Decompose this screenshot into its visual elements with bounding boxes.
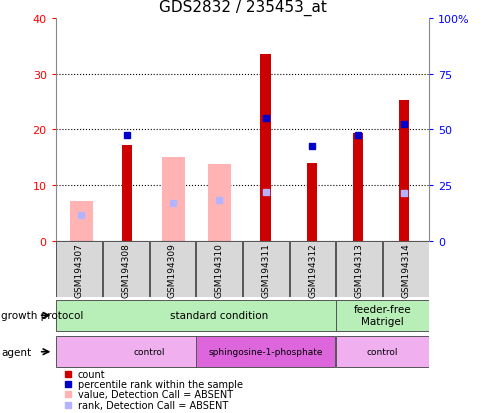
Bar bbox=[260, 55, 270, 242]
Title: GDS2832 / 235453_at: GDS2832 / 235453_at bbox=[158, 0, 326, 16]
Bar bbox=[56, 242, 102, 297]
Text: standard condition: standard condition bbox=[170, 311, 268, 320]
Bar bbox=[398, 101, 408, 242]
Text: GSM194314: GSM194314 bbox=[401, 242, 409, 297]
Text: growth protocol: growth protocol bbox=[1, 311, 84, 320]
Bar bbox=[196, 336, 335, 367]
Text: control: control bbox=[366, 347, 397, 356]
Bar bbox=[306, 164, 316, 242]
Text: GSM194312: GSM194312 bbox=[307, 242, 317, 297]
Bar bbox=[196, 242, 242, 297]
Text: feeder-free
Matrigel: feeder-free Matrigel bbox=[353, 305, 410, 326]
Bar bbox=[382, 242, 428, 297]
Bar bbox=[242, 242, 288, 297]
Bar bbox=[56, 300, 381, 331]
Text: control: control bbox=[133, 347, 165, 356]
Bar bbox=[335, 242, 381, 297]
Bar bbox=[208, 165, 230, 242]
Bar bbox=[335, 336, 428, 367]
Bar bbox=[149, 242, 195, 297]
Text: GSM194311: GSM194311 bbox=[261, 242, 270, 297]
Text: GSM194313: GSM194313 bbox=[354, 242, 363, 297]
Text: agent: agent bbox=[1, 347, 31, 357]
Text: value, Detection Call = ABSENT: value, Detection Call = ABSENT bbox=[77, 389, 232, 399]
Text: percentile rank within the sample: percentile rank within the sample bbox=[77, 379, 242, 389]
Text: sphingosine-1-phosphate: sphingosine-1-phosphate bbox=[208, 347, 322, 356]
Text: rank, Detection Call = ABSENT: rank, Detection Call = ABSENT bbox=[77, 400, 227, 410]
Text: count: count bbox=[77, 369, 105, 379]
Bar bbox=[56, 336, 242, 367]
Text: GSM194309: GSM194309 bbox=[167, 242, 177, 297]
Bar bbox=[289, 242, 335, 297]
Text: GSM194307: GSM194307 bbox=[75, 242, 83, 297]
Bar bbox=[352, 134, 362, 242]
Bar bbox=[162, 158, 184, 242]
Bar bbox=[103, 242, 149, 297]
Bar bbox=[335, 300, 428, 331]
Text: GSM194308: GSM194308 bbox=[121, 242, 130, 297]
Bar bbox=[70, 202, 92, 242]
Text: GSM194310: GSM194310 bbox=[214, 242, 223, 297]
Bar bbox=[122, 146, 132, 242]
